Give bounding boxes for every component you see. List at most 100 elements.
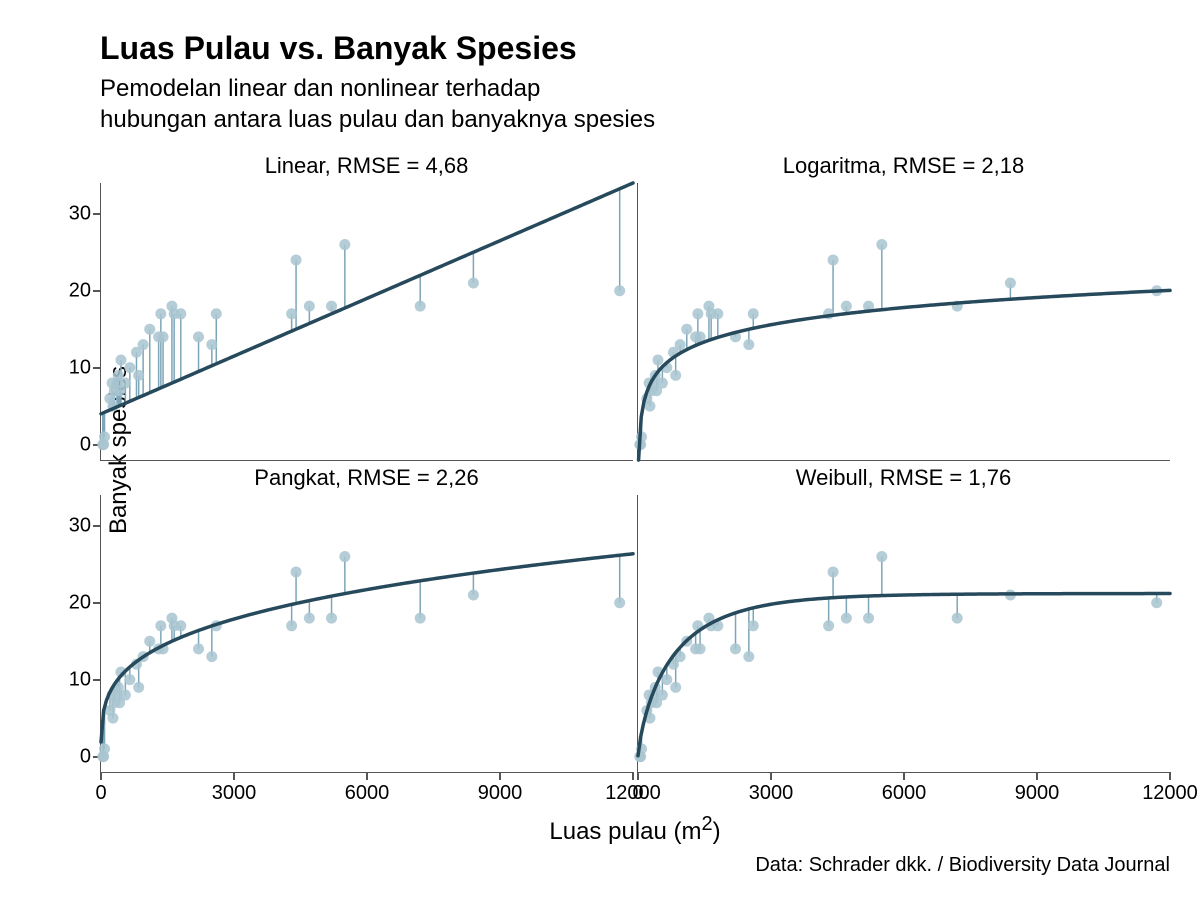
x-tick xyxy=(100,772,102,780)
data-point xyxy=(644,401,655,412)
panel-title: Linear, RMSE = 4,68 xyxy=(100,153,633,179)
facet-grid: Linear, RMSE = 4,68 0102030Logaritma, RMS… xyxy=(100,153,1170,773)
x-tick-label: 0 xyxy=(95,782,106,805)
data-point xyxy=(657,378,668,389)
plot-svg xyxy=(638,495,1170,772)
data-point xyxy=(175,621,186,632)
data-point xyxy=(876,551,887,562)
chart-subtitle: Pemodelan linear dan nonlinear terhadap … xyxy=(100,73,1180,135)
data-point xyxy=(823,621,834,632)
plot-area: 030006000900012000 xyxy=(637,495,1170,773)
x-tick xyxy=(499,772,501,780)
data-point xyxy=(841,301,852,312)
panel-3: Weibull, RMSE = 1,76 030006000900012000 xyxy=(637,465,1170,773)
data-point xyxy=(286,309,297,320)
data-point xyxy=(748,621,759,632)
data-point xyxy=(681,324,692,335)
y-tick xyxy=(93,213,101,215)
x-axis-label-post: ) xyxy=(713,818,721,845)
y-tick-label: 10 xyxy=(69,669,91,692)
data-point xyxy=(206,651,217,662)
plot-svg xyxy=(638,183,1170,460)
data-point xyxy=(155,621,166,632)
plot-area: 0102030 xyxy=(100,183,633,461)
data-point xyxy=(138,339,149,350)
data-point xyxy=(155,309,166,320)
data-point xyxy=(743,651,754,662)
data-point xyxy=(730,644,741,655)
y-tick-label: 0 xyxy=(80,745,91,768)
data-point xyxy=(133,682,144,693)
plot-svg xyxy=(101,183,633,460)
x-axis-label-pre: Luas pulau (m xyxy=(549,818,701,845)
chart-title: Luas Pulau vs. Banyak Spesies xyxy=(100,30,1180,67)
data-point xyxy=(670,682,681,693)
data-point xyxy=(193,332,204,343)
data-point xyxy=(120,690,131,701)
subtitle-line-1: Pemodelan linear dan nonlinear terhadap xyxy=(100,75,540,102)
x-axis-label: Luas pulau (m2) xyxy=(100,813,1170,846)
x-tick-label: 6000 xyxy=(345,782,390,805)
data-point xyxy=(99,432,110,443)
data-point xyxy=(115,355,126,366)
data-point xyxy=(175,309,186,320)
data-point xyxy=(124,363,135,374)
plot-area: 0102030030006000900012000 xyxy=(100,495,633,773)
x-tick xyxy=(632,772,634,780)
data-point xyxy=(415,301,426,312)
data-point xyxy=(291,255,302,266)
data-point xyxy=(339,551,350,562)
data-point xyxy=(193,644,204,655)
x-tick-label: 3000 xyxy=(749,782,794,805)
data-point xyxy=(206,339,217,350)
x-tick-label: 0 xyxy=(632,782,643,805)
x-tick xyxy=(637,772,639,780)
panel-title: Pangkat, RMSE = 2,26 xyxy=(100,465,633,491)
x-tick-label: 3000 xyxy=(212,782,257,805)
chart-caption: Data: Schrader dkk. / Biodiversity Data … xyxy=(100,854,1170,877)
data-point xyxy=(748,309,759,320)
data-point xyxy=(828,255,839,266)
data-point xyxy=(828,567,839,578)
data-point xyxy=(99,744,110,755)
y-tick xyxy=(93,367,101,369)
panel-title: Weibull, RMSE = 1,76 xyxy=(637,465,1170,491)
subtitle-line-2: hubungan antara luas pulau dan banyaknya… xyxy=(100,106,655,133)
panel-1: Logaritma, RMSE = 2,18 xyxy=(637,153,1170,461)
data-point xyxy=(692,309,703,320)
data-point xyxy=(614,286,625,297)
data-point xyxy=(670,370,681,381)
data-point xyxy=(415,613,426,624)
data-point xyxy=(841,613,852,624)
data-point xyxy=(468,590,479,601)
panel-0: Linear, RMSE = 4,68 0102030 xyxy=(100,153,633,461)
fitted-curve xyxy=(101,554,633,742)
y-tick xyxy=(93,679,101,681)
data-point xyxy=(863,613,874,624)
data-point xyxy=(1005,278,1016,289)
plot-area xyxy=(637,183,1170,461)
data-point xyxy=(107,713,118,724)
x-tick xyxy=(366,772,368,780)
data-point xyxy=(675,339,686,350)
x-tick xyxy=(233,772,235,780)
x-tick xyxy=(903,772,905,780)
y-tick xyxy=(93,290,101,292)
chart-container: Luas Pulau vs. Banyak Spesies Pemodelan … xyxy=(0,0,1200,900)
y-tick-label: 10 xyxy=(69,357,91,380)
x-tick-label: 9000 xyxy=(478,782,523,805)
data-point xyxy=(144,636,155,647)
fitted-curve xyxy=(638,594,1170,756)
panel-2: Pangkat, RMSE = 2,26 01020300300060009000… xyxy=(100,465,633,773)
x-axis-label-sup: 2 xyxy=(701,813,712,835)
x-tick xyxy=(770,772,772,780)
data-point xyxy=(144,324,155,335)
x-tick-label: 6000 xyxy=(882,782,927,805)
data-point xyxy=(952,613,963,624)
data-point xyxy=(661,675,672,686)
data-point xyxy=(211,309,222,320)
data-point xyxy=(326,613,337,624)
data-point xyxy=(120,378,131,389)
data-point xyxy=(326,301,337,312)
data-point xyxy=(1151,598,1162,609)
